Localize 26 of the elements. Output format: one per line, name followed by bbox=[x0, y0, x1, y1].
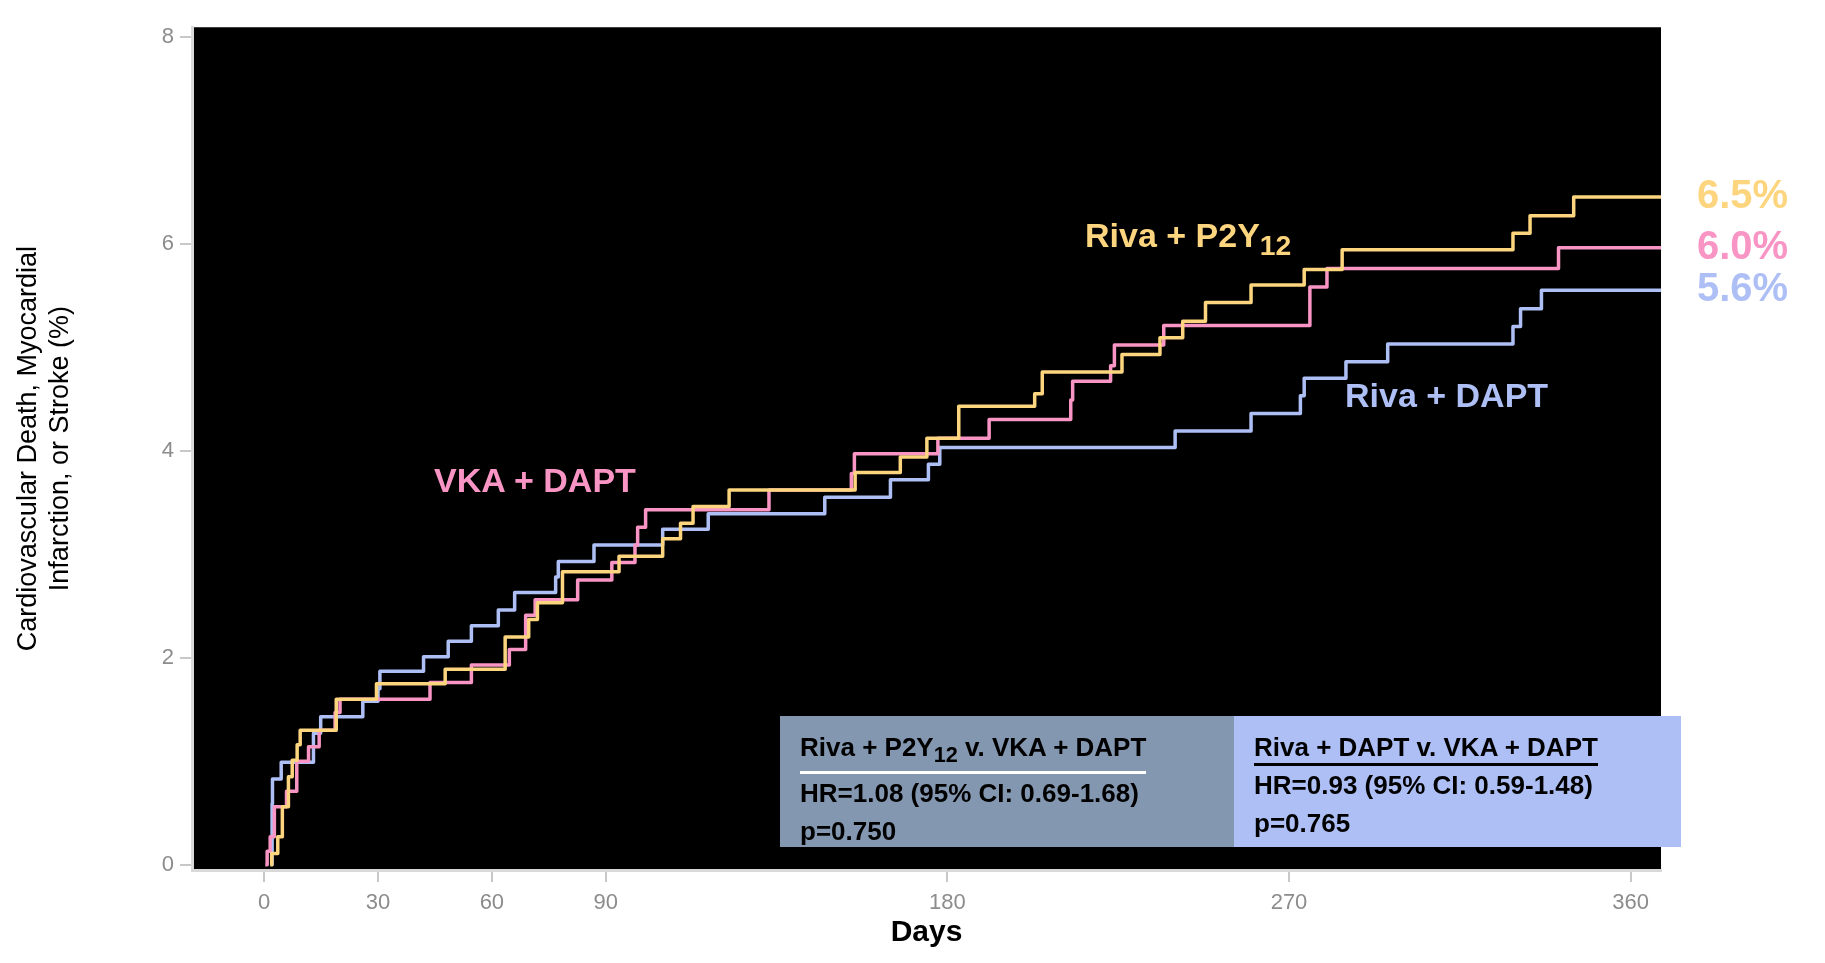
y-tick-label: 0 bbox=[161, 850, 174, 876]
x-tick-label: 90 bbox=[593, 889, 618, 915]
y-tick-label: 6 bbox=[161, 229, 174, 255]
x-tick-label: 360 bbox=[1612, 889, 1649, 915]
series-label: Riva + P2Y$_{12}$ bbox=[1085, 216, 1292, 261]
x-tick-label: 180 bbox=[929, 889, 966, 915]
data-label: 6.5% bbox=[1697, 172, 1789, 217]
annotation: Riva + DAPT v. VKA + DAPT bbox=[1254, 731, 1598, 766]
data-label: 6.0% bbox=[1697, 222, 1789, 267]
annotation: HR=1.08 (95% CI: 0.69-1.68) bbox=[800, 777, 1140, 811]
y-axis-title: Cardiovascular Death, Myocardial Infarction, or Stroke (%) bbox=[11, 246, 75, 652]
y-tick-label: 8 bbox=[161, 22, 174, 48]
series-label: Riva + DAPT bbox=[1345, 376, 1549, 414]
annotation: HR=0.93 (95% CI: 0.59-1.48) bbox=[1254, 769, 1594, 802]
x-tick-label: 60 bbox=[479, 889, 505, 915]
y-tick-label: 2 bbox=[161, 643, 174, 669]
annotation: p=0.765 bbox=[1254, 807, 1352, 840]
annotation: Riva + P2Y$_{12}$ v. VKA + DAPT bbox=[800, 731, 1147, 775]
x-tick-label: 270 bbox=[1270, 889, 1308, 915]
data-label: 5.6% bbox=[1697, 265, 1789, 310]
x-tick-label: 30 bbox=[365, 889, 391, 915]
y-tick-label: 4 bbox=[161, 436, 174, 462]
series-label: VKA + DAPT bbox=[434, 461, 636, 499]
x-axis-title: Days bbox=[890, 914, 963, 948]
annotation: p=0.750 bbox=[800, 815, 898, 849]
x-tick-label: 0 bbox=[258, 889, 271, 915]
